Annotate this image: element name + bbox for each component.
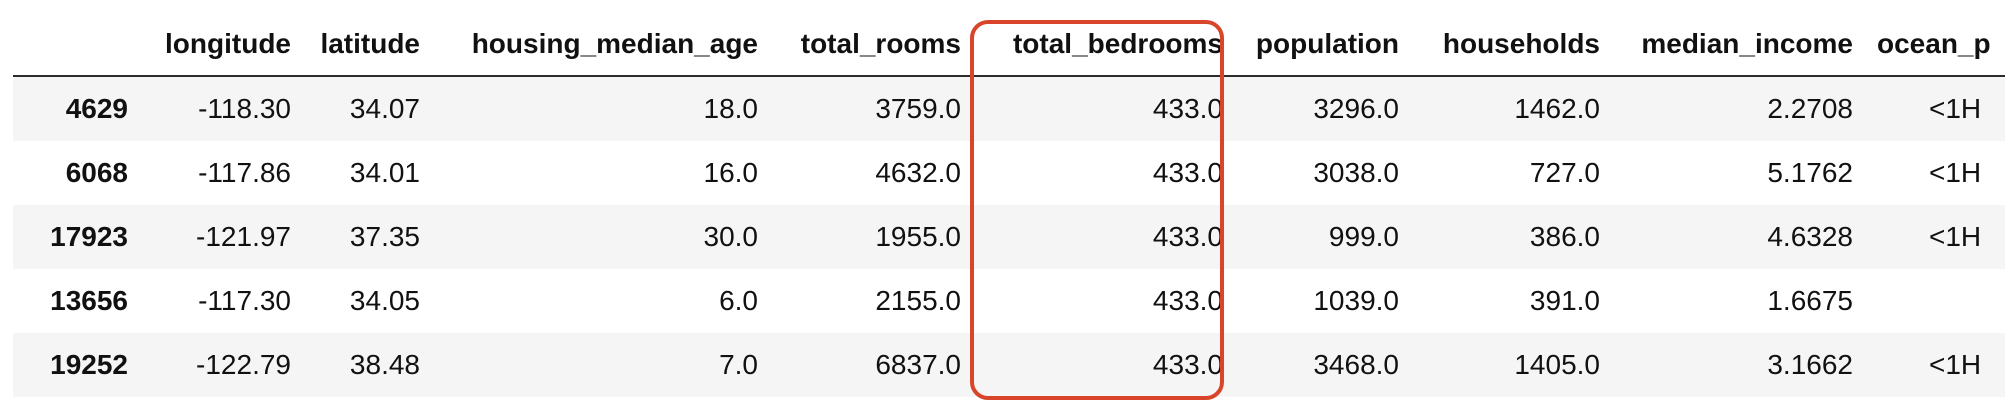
cell-latitude: 34.01 <box>349 157 420 188</box>
column-header-longitude: longitude <box>140 12 303 77</box>
cell-total-rooms: 1955.0 <box>875 221 961 252</box>
column-header-households: households <box>1411 12 1612 77</box>
cell-population: 3468.0 <box>1313 349 1399 380</box>
table-row: 17923 -121.97 37.35 30.0 1955.0 433.0 99… <box>13 205 2005 269</box>
row-index: 13656 <box>50 285 128 316</box>
cell-ocean-proximity <box>1865 269 2005 333</box>
cell-median-income: 5.1762 <box>1767 157 1853 188</box>
index-header <box>13 12 140 77</box>
cell-housing-median-age: 6.0 <box>719 285 758 316</box>
column-header-total-rooms: total_rooms <box>770 12 973 77</box>
column-header-latitude: latitude <box>303 12 432 77</box>
cell-total-bedrooms: 433.0 <box>1152 285 1223 316</box>
cell-total-rooms: 3759.0 <box>875 93 961 124</box>
column-header-median-income: median_income <box>1612 12 1865 77</box>
cell-households: 727.0 <box>1529 157 1600 188</box>
header-row: longitude latitude housing_median_age to… <box>13 12 2005 77</box>
table-row: 13656 -117.30 34.05 6.0 2155.0 433.0 103… <box>13 269 2005 333</box>
row-index: 4629 <box>65 93 128 124</box>
cell-total-rooms: 6837.0 <box>875 349 961 380</box>
cell-median-income: 4.6328 <box>1767 221 1853 252</box>
cell-total-bedrooms: 433.0 <box>1152 349 1223 380</box>
column-header-population: population <box>1235 12 1411 77</box>
row-index: 17923 <box>50 221 128 252</box>
cell-housing-median-age: 16.0 <box>703 157 759 188</box>
cell-latitude: 34.05 <box>349 285 420 316</box>
cell-ocean-proximity: <1H <box>1929 349 1982 380</box>
cell-housing-median-age: 7.0 <box>719 349 758 380</box>
cell-households: 386.0 <box>1529 221 1600 252</box>
cell-population: 1039.0 <box>1313 285 1399 316</box>
cell-median-income: 3.1662 <box>1767 349 1853 380</box>
column-header-housing-median-age: housing_median_age <box>432 12 770 77</box>
cell-ocean-proximity: <1H <box>1929 157 1982 188</box>
cell-latitude: 38.48 <box>349 349 420 380</box>
cell-population: 999.0 <box>1328 221 1399 252</box>
cell-total-rooms: 4632.0 <box>875 157 961 188</box>
cell-median-income: 2.2708 <box>1767 93 1853 124</box>
cell-total-bedrooms: 433.0 <box>1152 157 1223 188</box>
column-header-ocean-proximity: ocean_p <box>1865 12 2005 77</box>
table-row: 6068 -117.86 34.01 16.0 4632.0 433.0 303… <box>13 141 2005 205</box>
cell-longitude: -122.79 <box>196 349 291 380</box>
table-row: 4629 -118.30 34.07 18.0 3759.0 433.0 329… <box>13 76 2005 141</box>
cell-median-income: 1.6675 <box>1767 285 1853 316</box>
cell-longitude: -118.30 <box>198 93 291 124</box>
cell-latitude: 37.35 <box>349 221 420 252</box>
cell-population: 3038.0 <box>1313 157 1399 188</box>
row-index: 19252 <box>50 349 128 380</box>
cell-total-rooms: 2155.0 <box>875 285 961 316</box>
cell-longitude: -117.30 <box>198 285 291 316</box>
cell-households: 391.0 <box>1529 285 1600 316</box>
dataframe-table: longitude latitude housing_median_age to… <box>13 12 2005 397</box>
cell-longitude: -117.86 <box>198 157 291 188</box>
cell-population: 3296.0 <box>1313 93 1399 124</box>
cell-housing-median-age: 18.0 <box>703 93 759 124</box>
cell-latitude: 34.07 <box>349 93 420 124</box>
column-header-total-bedrooms: total_bedrooms <box>973 12 1235 77</box>
cell-households: 1462.0 <box>1514 93 1600 124</box>
cell-housing-median-age: 30.0 <box>703 221 759 252</box>
table-row: 19252 -122.79 38.48 7.0 6837.0 433.0 346… <box>13 333 2005 397</box>
cell-total-bedrooms: 433.0 <box>1152 221 1223 252</box>
cell-ocean-proximity: <1H <box>1929 221 1982 252</box>
cell-households: 1405.0 <box>1514 349 1600 380</box>
cell-ocean-proximity: <1H <box>1929 93 1982 124</box>
row-index: 6068 <box>65 157 128 188</box>
cell-longitude: -121.97 <box>196 221 291 252</box>
cell-total-bedrooms: 433.0 <box>1152 93 1223 124</box>
